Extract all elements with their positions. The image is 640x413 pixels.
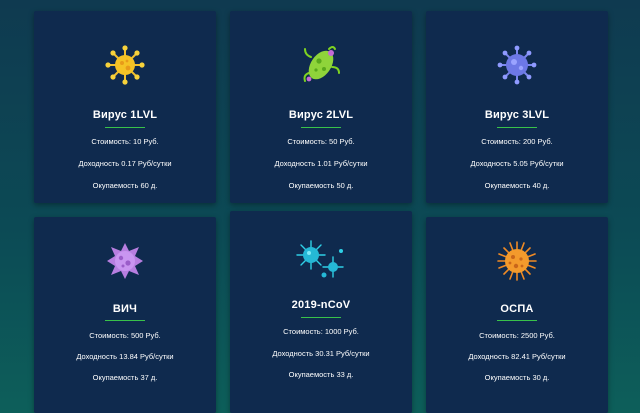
title-underline: [105, 127, 145, 128]
cyan-coronavirus-icon: [230, 235, 412, 283]
product-price: Стоимость: 2500 Руб.: [479, 331, 555, 340]
orange-virus-icon: [426, 237, 608, 285]
title-underline: [301, 127, 341, 128]
product-income: Доходность 82.41 Руб/сутки: [468, 352, 566, 361]
product-card-2019-ncov[interactable]: 2019-nCoV Стоимость: 1000 Руб. Доходност…: [230, 211, 412, 413]
product-income: Доходность 1.01 Руб/сутки: [274, 159, 368, 168]
yellow-virus-icon: [34, 41, 216, 89]
product-payback: Окупаемость 50 д.: [288, 181, 354, 190]
product-income: Доходность 13.84 Руб/сутки: [76, 352, 174, 361]
product-income: Доходность 5.05 Руб/сутки: [470, 159, 564, 168]
title-underline: [497, 127, 537, 128]
product-price: Стоимость: 500 Руб.: [89, 331, 161, 340]
product-name: 2019-nCoV: [291, 299, 351, 311]
product-card-ospa[interactable]: ОСПА Стоимость: 2500 Руб. Доходность 82.…: [426, 217, 608, 413]
title-underline: [301, 317, 341, 318]
product-income: Доходность 0.17 Руб/сутки: [78, 159, 172, 168]
product-name: ВИЧ: [112, 303, 138, 315]
purple-virus-icon: [34, 237, 216, 285]
blue-virus-icon: [426, 41, 608, 89]
product-card-hiv[interactable]: ВИЧ Стоимость: 500 Руб. Доходность 13.84…: [34, 217, 216, 413]
product-name: Вирус 2LVL: [288, 109, 354, 121]
product-price: Стоимость: 50 Руб.: [287, 137, 355, 146]
product-payback: Окупаемость 37 д.: [92, 373, 158, 382]
product-price: Стоимость: 1000 Руб.: [283, 327, 359, 336]
title-underline: [105, 320, 145, 321]
product-payback: Окупаемость 33 д.: [288, 370, 354, 379]
green-bacteria-icon: [230, 41, 412, 89]
title-underline: [497, 320, 537, 321]
product-payback: Окупаемость 30 д.: [484, 373, 550, 382]
product-payback: Окупаемость 60 д.: [92, 181, 158, 190]
product-card-virus-1lvl[interactable]: Вирус 1LVL Стоимость: 10 Руб. Доходность…: [34, 11, 216, 203]
product-name: ОСПА: [500, 303, 534, 315]
product-card-virus-2lvl[interactable]: Вирус 2LVL Стоимость: 50 Руб. Доходность…: [230, 11, 412, 203]
product-card-virus-3lvl[interactable]: Вирус 3LVL Стоимость: 200 Руб. Доходност…: [426, 11, 608, 203]
product-price: Стоимость: 10 Руб.: [91, 137, 159, 146]
product-name: Вирус 3LVL: [484, 109, 550, 121]
product-price: Стоимость: 200 Руб.: [481, 137, 553, 146]
product-name: Вирус 1LVL: [92, 109, 158, 121]
product-income: Доходность 30.31 Руб/сутки: [272, 349, 370, 358]
product-payback: Окупаемость 40 д.: [484, 181, 550, 190]
